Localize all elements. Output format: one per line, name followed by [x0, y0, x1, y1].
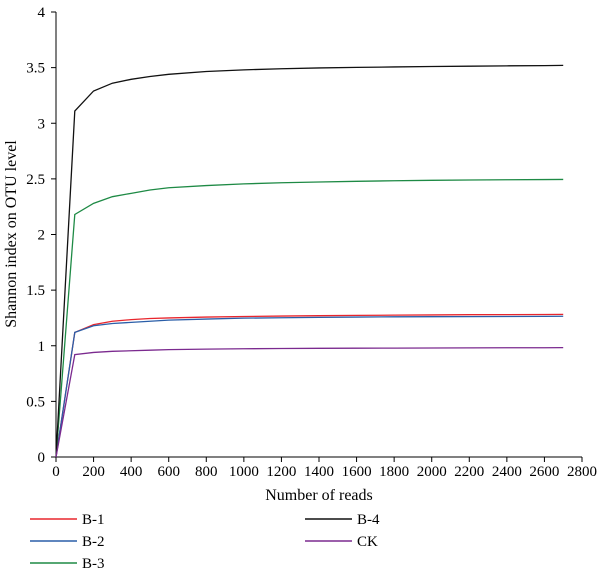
series-line-b-2 [55, 315, 564, 458]
x-tick-label: 2200 [454, 464, 484, 480]
series-line-b-4 [55, 64, 564, 458]
x-tick-label: 2400 [492, 464, 522, 480]
legend-item-b-4: B-4 [305, 512, 380, 528]
y-axis-title: Shannon index on OTU level [3, 140, 20, 328]
series-line-b-3 [55, 178, 564, 458]
x-axis-title: Number of reads [265, 487, 373, 504]
legend-label: B-1 [82, 512, 105, 528]
legend-label: CK [357, 534, 378, 550]
x-ticks: 0 200 400 600 800 1000 1200 1400 1600 1800 2000 220… [52, 457, 597, 480]
legend-label: B-4 [357, 512, 380, 528]
y-tick-label: 0.5 [26, 394, 45, 410]
series-line-ck [55, 346, 564, 458]
x-tick-label: 2800 [567, 464, 597, 480]
x-tick-label: 600 [157, 464, 180, 480]
x-tick-label: 2600 [529, 464, 559, 480]
x-tick-label: 2000 [417, 464, 447, 480]
x-tick-label: 0 [52, 464, 60, 480]
legend-item-b-2: B-2 [30, 534, 105, 550]
x-tick-label: 1000 [229, 464, 259, 480]
y-tick-label: 3 [38, 116, 46, 132]
legend-label: B-3 [82, 556, 105, 572]
legend-label: B-2 [82, 534, 105, 550]
y-tick-label: 1 [38, 339, 46, 355]
x-tick-label: 1800 [379, 464, 409, 480]
series-group [55, 64, 564, 458]
series-line-b-1 [55, 313, 564, 458]
legend-item-b-3: B-3 [30, 556, 105, 572]
x-tick-label: 800 [195, 464, 218, 480]
x-tick-label: 1600 [342, 464, 372, 480]
legend-item-b-1: B-1 [30, 512, 105, 528]
y-ticks: 0 0.5 1 1.5 2 2.5 3 3.5 4 [26, 5, 56, 466]
x-tick-label: 200 [82, 464, 105, 480]
y-tick-label: 3.5 [26, 61, 45, 77]
y-tick-label: 1.5 [26, 283, 45, 299]
x-tick-label: 1200 [266, 464, 296, 480]
y-tick-label: 4 [38, 5, 46, 21]
legend: B-1 B-2 B-3 B-4 CK [30, 512, 380, 572]
x-tick-label: 1400 [304, 464, 334, 480]
x-tick-label: 400 [120, 464, 143, 480]
y-tick-label: 2 [38, 228, 46, 244]
y-tick-label: 0 [38, 450, 46, 466]
y-tick-label: 2.5 [26, 172, 45, 188]
legend-item-ck: CK [305, 534, 378, 550]
